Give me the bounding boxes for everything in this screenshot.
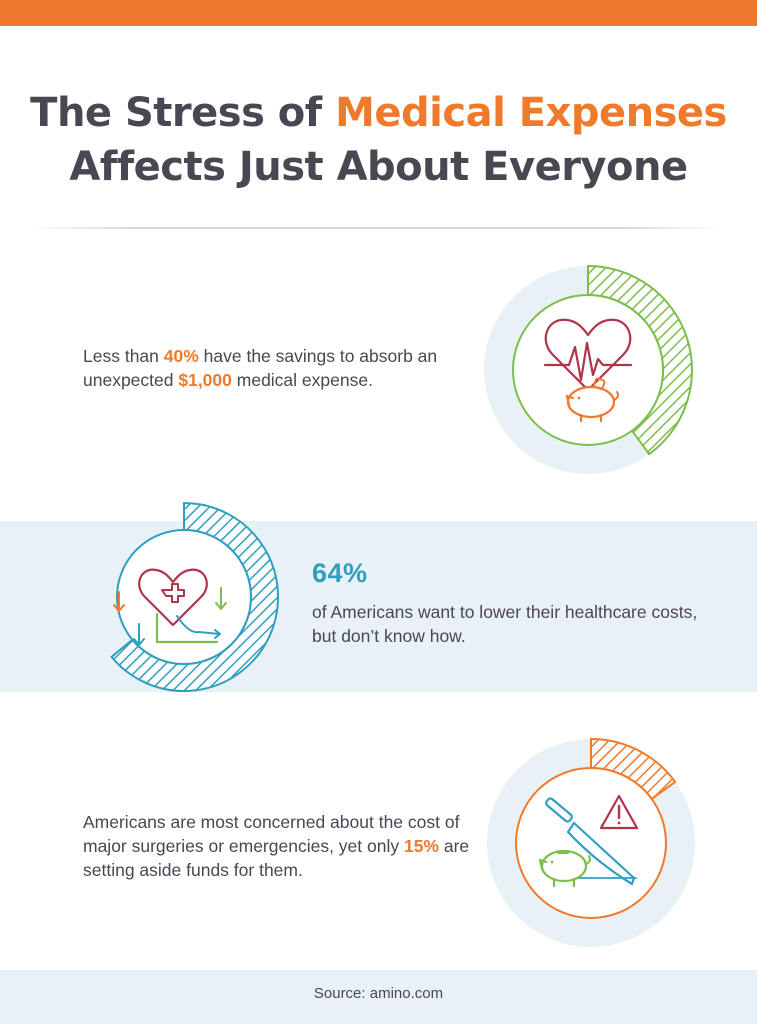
stat-1-text: Less than 40% have the savings to absorb…	[83, 344, 463, 392]
title-divider	[30, 227, 727, 229]
stat-2-percent: 64%	[312, 558, 368, 588]
footer-band	[0, 970, 757, 1024]
stat-3-text: Americans are most concerned about the c…	[83, 810, 473, 882]
stat-3-after: are setting aside funds for them.	[83, 836, 470, 880]
title-accent: Medical Expenses	[335, 90, 727, 136]
stat-3-before: Americans are most concerned about the c…	[83, 812, 460, 856]
stat-1-amount: $1,000	[178, 370, 232, 390]
stat-1-donut	[484, 264, 693, 474]
heart-cross-chart-icon	[113, 568, 227, 646]
stat-1-middle: have the savings to absorb an unexpected	[83, 346, 438, 390]
heart-piggy-bank-icon	[543, 318, 633, 423]
stat-2-text: of Americans want to lower their healthc…	[312, 602, 698, 646]
stat-1-after: medical expense.	[231, 370, 373, 390]
title-part2: Affects Just About Everyone	[69, 144, 688, 190]
title-part1: The Stress of	[30, 90, 336, 136]
source-text: Source: amino.com	[313, 985, 444, 1002]
page-title: The Stress of Medical Expenses Affects J…	[0, 86, 757, 194]
scalpel-warning-piggy-icon	[538, 794, 639, 888]
stat-3-donut	[487, 737, 695, 947]
stat-2-donut	[110, 501, 279, 692]
top-accent-bar	[0, 0, 757, 26]
stat-1-before: Less than	[83, 346, 164, 366]
stat-3-percent: 15%	[403, 836, 439, 856]
stat-1-percent: 40%	[163, 346, 199, 366]
